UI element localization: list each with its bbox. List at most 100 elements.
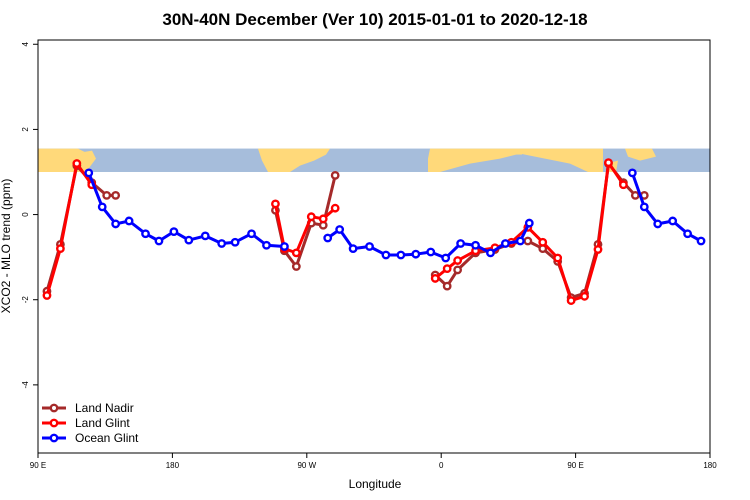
legend-marker	[49, 403, 59, 413]
data-point	[102, 191, 112, 200]
data-point	[291, 262, 301, 271]
map-land	[258, 148, 330, 172]
data-point	[580, 291, 589, 301]
data-point	[335, 225, 345, 234]
data-point	[456, 239, 466, 248]
data-point	[330, 170, 340, 180]
x-tick-label: 90 E	[30, 461, 46, 470]
series-ocean-glint	[84, 168, 706, 263]
data-point	[262, 240, 271, 250]
data-point	[111, 219, 121, 229]
data-point	[639, 202, 649, 212]
data-point	[154, 236, 164, 246]
y-tick-label: 0	[21, 212, 30, 217]
data-point	[42, 291, 52, 300]
legend-item: Ocean Glint	[42, 431, 139, 445]
x-tick-label: 180	[703, 461, 717, 470]
plot-frame	[37, 39, 711, 454]
data-point	[141, 229, 150, 239]
data-point	[306, 212, 316, 222]
x-tick-label: 90 E	[567, 461, 583, 470]
series-land-nadir	[42, 159, 649, 302]
data-point	[453, 256, 463, 265]
data-point	[271, 199, 280, 209]
data-point	[515, 236, 525, 246]
map-land	[78, 150, 96, 172]
series-line	[45, 164, 116, 292]
data-point	[453, 265, 463, 275]
data-point	[604, 158, 613, 168]
data-point	[247, 229, 256, 239]
series-layer	[42, 158, 706, 305]
data-point	[381, 250, 391, 260]
data-point	[630, 191, 640, 200]
map-land	[625, 148, 656, 161]
x-axis: 90 E 180 90 W 0 90 E 180	[30, 453, 717, 470]
legend-label: Ocean Glint	[75, 431, 139, 445]
legend-item: Land Nadir	[42, 401, 134, 415]
data-point	[553, 253, 563, 263]
data-point	[593, 245, 603, 254]
data-point	[291, 248, 301, 258]
x-tick-label: 0	[439, 461, 444, 470]
y-tick-label: -2	[21, 296, 30, 304]
data-point	[318, 214, 328, 224]
chart-title: 30N-40N December (Ver 10) 2015-01-01 to …	[162, 10, 587, 29]
data-point	[501, 239, 510, 248]
data-point	[566, 296, 576, 305]
legend-label: Land Nadir	[75, 401, 134, 415]
data-point	[84, 168, 94, 178]
data-point	[365, 242, 374, 251]
data-point	[217, 239, 227, 248]
legend-marker	[49, 418, 59, 428]
data-point	[442, 281, 452, 291]
y-tick-label: -4	[21, 381, 30, 389]
y-axis-label: XCO2 - MLO trend (ppm)	[0, 179, 13, 314]
y-axis: 4 2 0 -2 -4	[21, 41, 38, 388]
data-point	[696, 236, 706, 246]
data-point	[323, 233, 333, 243]
data-point	[523, 236, 533, 246]
series-line	[434, 161, 625, 303]
data-point	[111, 191, 121, 200]
data-point	[524, 218, 534, 228]
data-point	[279, 242, 289, 251]
map-land	[428, 148, 603, 172]
data-point	[486, 248, 495, 258]
data-point	[200, 231, 210, 241]
legend-label: Land Glint	[75, 416, 130, 430]
x-tick-label: 180	[166, 461, 180, 470]
x-tick-label: 90 W	[297, 461, 316, 470]
data-point	[627, 168, 637, 178]
legend-marker	[49, 433, 59, 443]
data-point	[396, 250, 406, 260]
data-point	[430, 274, 440, 283]
data-point	[348, 244, 358, 254]
data-point	[169, 227, 179, 236]
data-point	[442, 264, 452, 274]
data-point	[411, 249, 421, 259]
data-point	[184, 235, 194, 245]
data-point	[668, 216, 678, 226]
series-line	[45, 162, 94, 296]
data-point	[683, 229, 692, 239]
data-point	[56, 244, 65, 254]
data-point	[653, 219, 663, 229]
map-land	[516, 150, 522, 155]
data-point	[97, 202, 107, 212]
data-point	[330, 203, 340, 213]
data-point	[124, 216, 134, 226]
data-point	[230, 237, 240, 247]
data-point	[471, 240, 480, 250]
y-tick-label: 4	[21, 41, 30, 46]
y-tick-label: 2	[21, 127, 30, 132]
legend-item: Land Glint	[42, 416, 130, 430]
map-strip	[38, 148, 710, 172]
data-point	[426, 247, 436, 257]
data-point	[441, 253, 451, 263]
x-axis-label: Longitude	[349, 477, 402, 491]
series-line	[434, 162, 645, 300]
data-point	[618, 180, 628, 190]
